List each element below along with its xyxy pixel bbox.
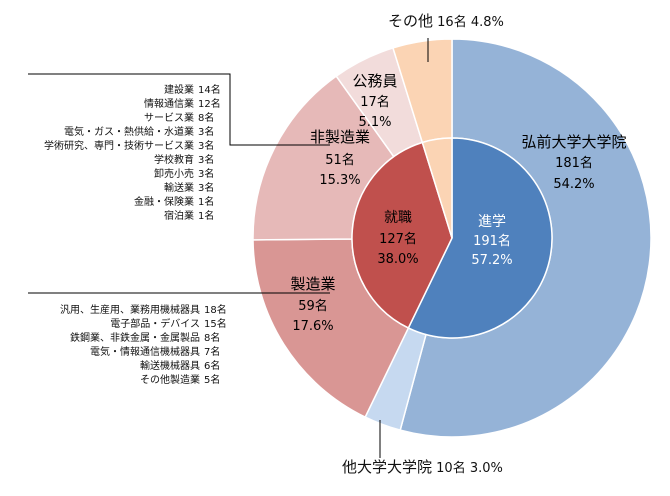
label-hirodai-count: 181名 xyxy=(555,155,593,171)
label-shushoku-count: 127名 xyxy=(379,231,417,247)
mfg-item-count: 5名 xyxy=(204,375,221,386)
nonmfg-item-count: 1名 xyxy=(198,211,215,222)
mfg-item: 電子部品・デバイス 15名 xyxy=(10,318,228,332)
label-nonmfg-count: 51名 xyxy=(325,152,355,168)
inner-ring xyxy=(351,137,553,339)
label-hirodai-pct: 54.2% xyxy=(553,177,594,192)
label-hirodai: 弘前大学大学院 xyxy=(521,133,626,151)
callout-other-grad-count: 10名 xyxy=(436,461,466,476)
callout-other-grad-label: 他大学大学院 xyxy=(342,458,433,476)
mfg-item: 輸送機械器具 6名 xyxy=(10,360,228,374)
mfg-item-count: 15名 xyxy=(204,319,227,330)
label-shingaku-pct: 57.2% xyxy=(471,253,512,268)
leader-lines xyxy=(28,38,429,458)
nonmfg-item-count: 8名 xyxy=(198,113,215,124)
mfg-item-count: 18名 xyxy=(204,305,227,316)
nonmfg-item: 宿泊業 1名 xyxy=(10,210,222,224)
nonmfg-item-label: 輸送業 xyxy=(164,183,194,194)
mfg-item: その他製造業 5名 xyxy=(10,374,228,388)
mfg-item-label: その他製造業 xyxy=(140,375,200,386)
nonmfg-item: 学術研究、専門・技術サービス業 3名 xyxy=(10,140,222,154)
nonmfg-item: 金融・保険業 1名 xyxy=(10,196,222,210)
non-manufacturing-breakdown: 建設業 14名 情報通信業 12名 サービス業 8名 電気・ガス・熱供給・水道業 3名 学術研究… xyxy=(10,84,222,224)
nonmfg-item-label: 建設業 xyxy=(164,85,194,96)
label-koumuin: 公務員 xyxy=(352,72,397,90)
mfg-item-label: 電気・情報通信機械器具 xyxy=(90,347,200,358)
nonmfg-item-count: 3名 xyxy=(198,183,215,194)
label-mfg: 製造業 xyxy=(290,275,335,293)
nonmfg-item-count: 12名 xyxy=(198,99,221,110)
mfg-item-count: 8名 xyxy=(204,333,221,344)
mfg-item: 電気・情報通信機械器具 7名 xyxy=(10,346,228,360)
nonmfg-item-label: 宿泊業 xyxy=(164,211,194,222)
callout-other-grad-pct: 3.0% xyxy=(469,461,503,476)
inner-slice-2 xyxy=(421,137,453,239)
callout-other-count: 16名 xyxy=(437,15,467,30)
mfg-item-count: 6名 xyxy=(204,361,221,372)
nonmfg-item: 建設業 14名 xyxy=(10,84,222,98)
nonmfg-item-count: 1名 xyxy=(198,197,215,208)
label-koumuin-count: 17名 xyxy=(360,94,390,110)
callout-other-label: その他 xyxy=(388,12,434,30)
nonmfg-item-label: 学術研究、専門・技術サービス業 xyxy=(44,141,194,152)
nonmfg-item-count: 14名 xyxy=(198,85,221,96)
nonmfg-item: 学校教育 3名 xyxy=(10,154,222,168)
nonmfg-item-count: 3名 xyxy=(198,155,215,166)
callout-other-grad: 他大学大学院 10名 3.0% xyxy=(342,456,503,477)
mfg-item-label: 汎用、生産用、業務用機械器具 xyxy=(60,305,200,316)
label-nonmfg: 非製造業 xyxy=(310,128,370,146)
label-mfg-count: 59名 xyxy=(298,298,328,314)
nonmfg-item-label: 卸売小売 xyxy=(154,169,194,180)
callout-other-pct: 4.8% xyxy=(470,15,504,30)
manufacturing-breakdown: 汎用、生産用、業務用機械器具 18名 電子部品・デバイス 15名 鉄鋼業、非鉄金属・金属… xyxy=(10,304,228,388)
label-shingaku-count: 191名 xyxy=(473,233,511,249)
mfg-item-label: 電子部品・デバイス xyxy=(110,319,200,330)
nonmfg-item: 輸送業 3名 xyxy=(10,182,222,196)
mfg-item-count: 7名 xyxy=(204,347,221,358)
label-shushoku: 就職 xyxy=(384,210,412,226)
label-shingaku: 進学 xyxy=(478,214,506,230)
slice-labels: 進学 191名 57.2% 就職 127名 38.0% 弘前大学大学院 181名… xyxy=(290,72,626,334)
label-mfg-pct: 17.6% xyxy=(292,319,333,334)
nonmfg-item-label: 情報通信業 xyxy=(144,99,194,110)
nonmfg-item-count: 3名 xyxy=(198,127,215,138)
mfg-item-label: 輸送機械器具 xyxy=(140,361,200,372)
nonmfg-item-count: 3名 xyxy=(198,169,215,180)
label-koumuin-pct: 5.1% xyxy=(358,115,391,130)
mfg-item-label: 鉄鋼業、非鉄金属・金属製品 xyxy=(70,333,200,344)
nonmfg-item-label: サービス業 xyxy=(144,113,194,124)
mfg-item: 汎用、生産用、業務用機械器具 18名 xyxy=(10,304,228,318)
nonmfg-item-label: 学校教育 xyxy=(154,155,194,166)
mfg-item: 鉄鋼業、非鉄金属・金属製品 8名 xyxy=(10,332,228,346)
nonmfg-item: 電気・ガス・熱供給・水道業 3名 xyxy=(10,126,222,140)
callout-other: その他 16名 4.8% xyxy=(388,10,504,31)
label-shushoku-pct: 38.0% xyxy=(377,252,418,267)
nonmfg-item: 卸売小売 3名 xyxy=(10,168,222,182)
nonmfg-item-label: 金融・保険業 xyxy=(134,197,194,208)
nonmfg-item: 情報通信業 12名 xyxy=(10,98,222,112)
nonmfg-item-count: 3名 xyxy=(198,141,215,152)
inner-slice-0 xyxy=(407,137,553,339)
label-nonmfg-pct: 15.3% xyxy=(319,173,360,188)
nonmfg-item-label: 電気・ガス・熱供給・水道業 xyxy=(64,127,194,138)
inner-slice-1 xyxy=(351,141,453,329)
nonmfg-item: サービス業 8名 xyxy=(10,112,222,126)
leader-nonmfg xyxy=(28,73,330,146)
